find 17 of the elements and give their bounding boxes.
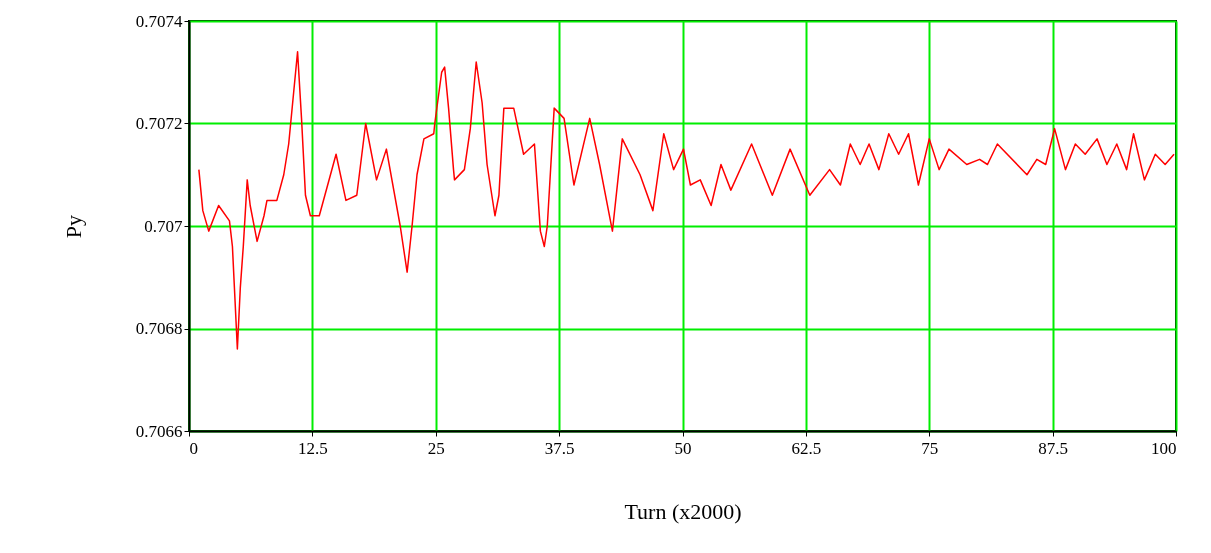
x-tick-label: 0 — [189, 438, 198, 458]
x-tick-label: 50 — [674, 438, 692, 458]
x-axis-title: Turn (x2000) — [624, 498, 742, 524]
y-axis-title: Py — [60, 214, 86, 239]
y-tick-label: 0.707 — [144, 216, 183, 236]
x-tick-label: 25 — [427, 438, 445, 458]
y-tick-label: 0.7074 — [135, 11, 183, 31]
y-tick-label: 0.7068 — [135, 319, 183, 338]
x-tick-label: 62.5 — [791, 438, 822, 458]
x-tick-label: 37.5 — [544, 438, 575, 458]
x-tick-label: 87.5 — [1038, 438, 1068, 458]
x-tick-label: 100 — [1151, 438, 1177, 458]
line-series — [198, 51, 1175, 350]
y-tick-label: 0.7066 — [135, 421, 183, 441]
x-tick-label: 12.5 — [298, 438, 328, 458]
y-tick-label: 0.7072 — [135, 114, 183, 133]
x-tick-label: 75 — [921, 438, 939, 458]
